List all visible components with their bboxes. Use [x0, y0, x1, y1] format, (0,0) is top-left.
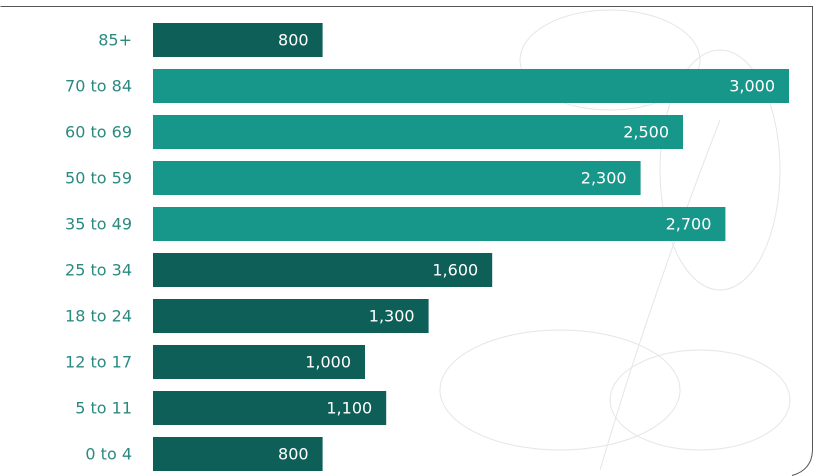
value-label: 3,000 — [729, 77, 775, 96]
category-label: 18 to 24 — [65, 307, 132, 326]
value-label: 2,500 — [623, 123, 669, 142]
value-label: 2,300 — [581, 169, 627, 188]
bar — [153, 69, 789, 103]
bar — [153, 115, 683, 149]
category-label: 50 to 59 — [65, 169, 132, 188]
category-label: 25 to 34 — [65, 261, 132, 280]
value-label: 800 — [278, 445, 309, 464]
value-label: 800 — [278, 31, 309, 50]
value-label: 2,700 — [666, 215, 712, 234]
category-label: 0 to 4 — [85, 445, 132, 464]
value-label: 1,100 — [326, 399, 372, 418]
category-label: 70 to 84 — [65, 77, 132, 96]
category-label: 5 to 11 — [75, 399, 132, 418]
value-label: 1,300 — [369, 307, 415, 326]
value-label: 1,600 — [432, 261, 478, 280]
value-label: 1,000 — [305, 353, 351, 372]
bar — [153, 207, 725, 241]
chart: 85+ 800 70 to 84 3,000 60 to 69 2,500 50 to 59… — [0, 0, 818, 476]
category-label: 85+ — [98, 31, 132, 50]
category-label: 60 to 69 — [65, 123, 132, 142]
category-label: 12 to 17 — [65, 353, 132, 372]
category-label: 35 to 49 — [65, 215, 132, 234]
bar — [153, 161, 641, 195]
